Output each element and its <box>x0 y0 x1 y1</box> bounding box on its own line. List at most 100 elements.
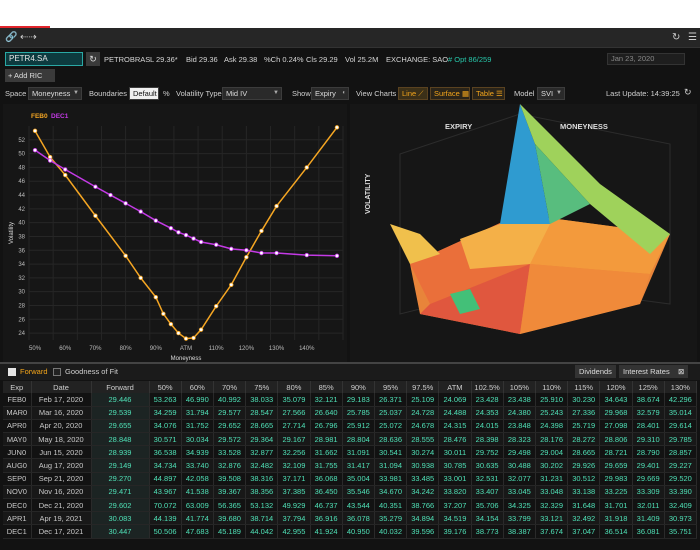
column-header[interactable]: 115% <box>567 381 601 393</box>
table-cell: 33.138 <box>567 485 601 500</box>
column-header[interactable]: 90% <box>342 381 375 393</box>
y-tick-label: 46 <box>18 179 25 185</box>
export-icon[interactable]: ⊠ <box>674 365 689 378</box>
column-header[interactable]: 50% <box>149 381 182 393</box>
table-row[interactable]: APR0 Apr 20, 2020 29.655 34.076 31.752 29.652… <box>3 419 698 434</box>
options-count[interactable]: # Opt 86/259 <box>448 55 492 64</box>
column-header[interactable]: 105% <box>503 381 536 393</box>
table-row[interactable]: JUN0 Jun 15, 2020 28.939 36.538 34.939 33.528… <box>3 445 698 460</box>
space-select[interactable]: Moneyness ▼ <box>28 87 82 100</box>
table-cell: 46.737 <box>310 498 343 513</box>
model-select[interactable]: SVI ▼ <box>537 87 565 100</box>
table-cell: 38.316 <box>245 472 279 486</box>
column-header[interactable]: 95% <box>374 381 408 393</box>
table-cell: 30.011 <box>438 445 472 460</box>
goodness-label: Goodness of Fit <box>65 367 118 376</box>
table-cell: 34.894 <box>406 511 440 526</box>
x-tick-label: 110% <box>209 346 225 352</box>
column-header[interactable]: 97.5% <box>406 381 440 393</box>
series-point-dec1 <box>138 209 143 214</box>
table-cell: 25.719 <box>567 419 601 434</box>
goodness-checkbox[interactable] <box>53 368 61 376</box>
reload-button[interactable]: ↻ <box>86 52 100 66</box>
table-cell: 29.577 <box>213 406 247 420</box>
table-cell: 27.566 <box>277 406 311 420</box>
boundaries-input[interactable]: Default <box>129 87 159 100</box>
table-cell: FEB0 <box>3 393 32 407</box>
interest-rates-button[interactable]: Interest Rates <box>619 365 674 378</box>
table-row[interactable]: APR1 Apr 19, 2021 30.083 44.139 41.774 39.680… <box>3 511 698 526</box>
forward-checkbox[interactable] <box>8 368 16 376</box>
table-cell: 33.740 <box>181 458 214 473</box>
dividends-button[interactable]: Dividends <box>575 365 616 378</box>
column-header[interactable]: 125% <box>632 381 665 393</box>
table-cell: 37.385 <box>277 485 311 500</box>
table-cell: 34.939 <box>181 445 214 460</box>
table-cell: 32.482 <box>245 458 279 473</box>
column-header[interactable]: 80% <box>277 381 311 393</box>
table-row[interactable]: NOV0 Nov 16, 2020 29.471 43.967 41.538 39.367… <box>3 485 698 500</box>
table-cell: 29.364 <box>245 432 279 447</box>
column-header[interactable]: 120% <box>599 381 633 393</box>
table-cell: 37.047 <box>567 524 601 539</box>
table-row[interactable]: FEB0 Feb 17, 2020 29.446 53.263 46.990 40.992… <box>3 393 698 407</box>
table-cell: May 18, 2020 <box>31 432 92 447</box>
series-point-feb0 <box>153 294 159 300</box>
column-header[interactable]: 70% <box>213 381 247 393</box>
column-header[interactable]: ATM <box>438 381 472 393</box>
add-ric-button[interactable]: + Add RIC <box>5 69 55 82</box>
column-header[interactable]: 60% <box>181 381 214 393</box>
table-cell: 29.614 <box>664 419 698 434</box>
column-header[interactable]: Date <box>31 381 92 393</box>
voltype-select[interactable]: Mid IV ▼ <box>222 87 282 100</box>
table-cell: 29.539 <box>91 406 150 420</box>
app-titlebar: 🔗 ⇠⇢ ↻ ☰ <box>0 28 700 48</box>
y-tick-label: 42 <box>18 207 25 213</box>
table-cell: 38.033 <box>245 393 279 407</box>
show-select[interactable]: Expiry ◐ <box>311 87 349 100</box>
table-cell: 26.796 <box>310 419 343 434</box>
column-header[interactable]: 102.5% <box>471 381 504 393</box>
column-header[interactable]: 130% <box>664 381 698 393</box>
table-cell: 30.635 <box>471 458 504 473</box>
table-button[interactable]: Table ☰ <box>472 87 505 100</box>
link-icon[interactable]: 🔗 <box>5 32 18 43</box>
splitter[interactable] <box>0 362 700 364</box>
table-cell: 33.309 <box>632 485 665 500</box>
ric-input[interactable]: PETR4.SA <box>5 52 83 66</box>
surface-mesh <box>390 104 670 334</box>
line-chart-button[interactable]: Line ⟋ <box>398 87 428 100</box>
column-header[interactable]: Forward <box>91 381 150 393</box>
table-cell: 35.706 <box>471 498 504 513</box>
table-cell: 29.270 <box>91 472 150 486</box>
series-point-dec1 <box>259 250 264 256</box>
surface-chart-button[interactable]: Surface ▦ <box>430 87 470 100</box>
nav-arrows-icon[interactable]: ⇠⇢ <box>20 32 37 43</box>
table-cell: APR1 <box>3 511 32 526</box>
y-tick-label: 32 <box>18 276 25 282</box>
table-cell: Feb 17, 2020 <box>31 393 92 407</box>
series-point-dec1 <box>304 252 309 258</box>
column-header[interactable]: Exp <box>3 381 32 393</box>
date-input[interactable]: Jan 23, 2020 <box>607 53 685 65</box>
menu-icon[interactable]: ☰ <box>688 32 697 43</box>
table-cell: Dec 17, 2021 <box>31 524 92 539</box>
x-axis-label: Moneyness <box>171 356 202 362</box>
column-header[interactable]: 110% <box>535 381 569 393</box>
table-row[interactable]: SEP0 Sep 21, 2020 29.270 44.897 42.058 39.508… <box>3 472 698 486</box>
table-row[interactable]: MAY0 May 18, 2020 28.848 30.571 30.034 29.572… <box>3 432 698 447</box>
table-cell: 39.680 <box>213 511 247 526</box>
table-row[interactable]: AUG0 Aug 17, 2020 29.149 34.734 33.740 32.876… <box>3 458 698 473</box>
line-chart-icon: ⟋ <box>418 89 424 98</box>
refresh-icon[interactable]: ↻ <box>684 87 692 97</box>
table-cell: 28.636 <box>374 432 408 447</box>
table-row[interactable]: DEC0 Dec 21, 2020 29.602 70.072 63.009 56.365… <box>3 498 698 513</box>
table-cell: Aug 17, 2020 <box>31 458 92 473</box>
refresh-icon[interactable]: ↻ <box>672 32 681 43</box>
table-cell: 31.231 <box>535 472 569 486</box>
company-name: PETROBRAS <box>104 55 151 64</box>
table-row[interactable]: DEC1 Dec 17, 2021 30.447 50.506 47.683 45.189… <box>3 524 698 539</box>
column-header[interactable]: 75% <box>245 381 279 393</box>
table-row[interactable]: MAR0 Mar 16, 2020 29.539 34.259 31.794 29.577… <box>3 406 698 420</box>
column-header[interactable]: 85% <box>310 381 343 393</box>
